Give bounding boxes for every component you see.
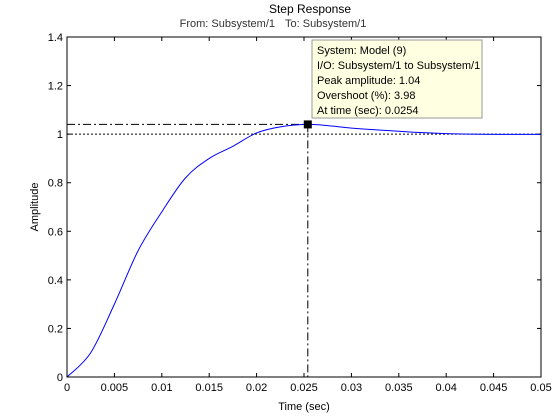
y-tick-label: 0.4 [48,275,63,287]
y-tick-label: 0 [57,372,63,384]
x-tick-label: 0.01 [151,382,172,394]
x-axis-label: Time (sec) [278,401,330,413]
datatip-line: Peak amplitude: 1.04 [317,75,420,87]
y-tick-label: 1 [57,129,63,141]
peak-marker[interactable] [303,120,312,129]
x-tick-label: 0.03 [341,382,362,394]
x-tick-label: 0.04 [435,382,456,394]
datatip-line: System: Model (9) [317,45,406,57]
chart-subtitle-from: From: Subsystem/1 [180,18,275,30]
datatip-line: At time (sec): 0.0254 [317,105,419,117]
y-tick-label: 1.4 [48,32,63,44]
x-tick-label: 0.05 [530,382,551,394]
x-tick-label: 0 [64,382,70,394]
x-tick-label: 0.025 [290,382,318,394]
series-line [66,123,541,378]
y-tick-label: 0.6 [48,226,63,238]
x-tick-label: 0.015 [195,382,223,394]
datatip-line: I/O: Subsystem/1 to Subsystem/1 [317,60,480,72]
y-tick-label: 0.8 [48,178,63,190]
y-tick-label: 1.2 [48,81,63,93]
chart-subtitle-to: To: Subsystem/1 [285,18,366,30]
x-tick-label: 0.02 [246,382,267,394]
x-tick-label: 0.045 [480,382,508,394]
x-tick-label: 0.005 [101,382,129,394]
chart-title: Step Response [269,2,351,16]
y-tick-label: 0.2 [48,323,63,335]
datatip-line: Overshoot (%): 3.98 [317,90,415,102]
x-tick-label: 0.035 [385,382,413,394]
y-axis-label: Amplitude [29,183,41,232]
datatip-box [311,39,483,119]
axes-box [66,36,542,378]
